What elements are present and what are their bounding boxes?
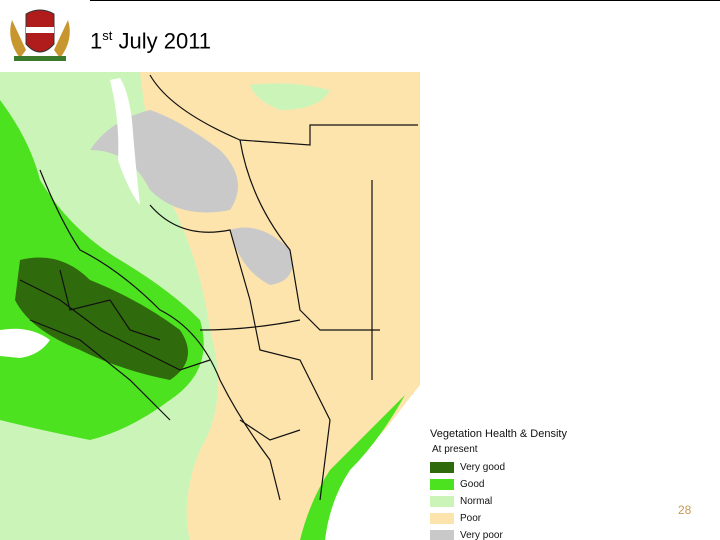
- legend-item: Poor: [430, 510, 600, 527]
- page-number: 28: [678, 503, 692, 517]
- legend-label: Very poor: [460, 530, 503, 540]
- legend-item: Good: [430, 476, 600, 493]
- legend-label: Poor: [460, 513, 482, 524]
- legend-item: Very good: [430, 459, 600, 476]
- legend-title: Vegetation Health & Density: [430, 428, 567, 440]
- legend-swatch: [430, 513, 454, 524]
- title-number: 1: [90, 28, 103, 54]
- map: [0, 72, 420, 540]
- slide-title: 1st July 2011: [90, 28, 211, 54]
- legend-item: Very poor: [430, 527, 600, 540]
- legend-label: Very good: [460, 462, 506, 473]
- legend: Vegetation Health & Density At present V…: [430, 428, 600, 540]
- title-text: July 2011: [118, 28, 212, 54]
- coat-of-arms: [10, 9, 70, 61]
- title-suffix: st: [102, 28, 113, 43]
- legend-swatch: [430, 530, 454, 540]
- legend-items: Very good Good Normal Poor Very poor: [430, 459, 600, 540]
- legend-swatch: [430, 496, 454, 507]
- legend-label: Normal: [460, 496, 493, 507]
- legend-label: Good: [460, 479, 485, 490]
- legend-swatch: [430, 462, 454, 473]
- legend-swatch: [430, 479, 454, 490]
- legend-item: Normal: [430, 493, 600, 510]
- legend-subtitle: At present: [432, 444, 478, 455]
